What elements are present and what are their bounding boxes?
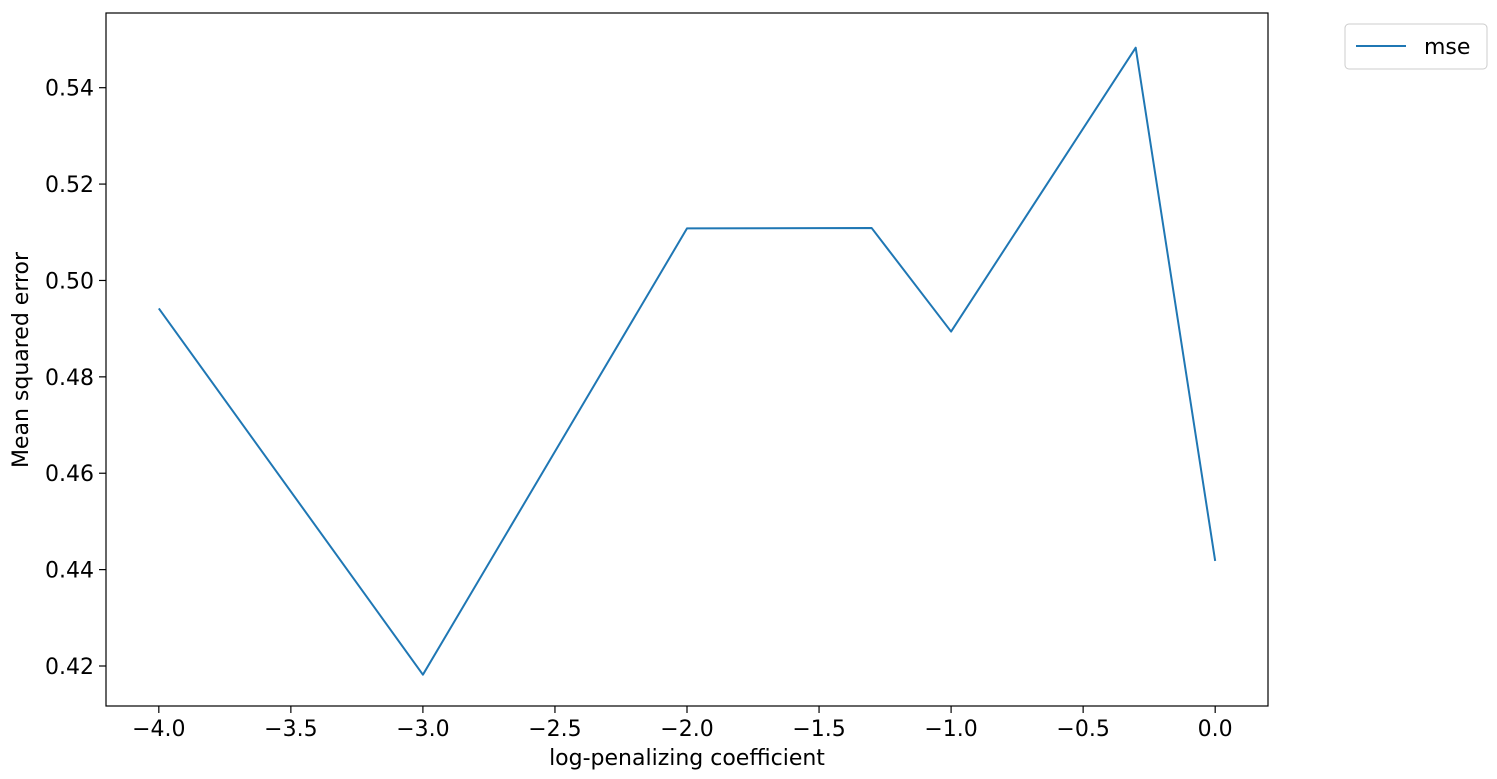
x-tick-label: −2.0 <box>660 717 713 742</box>
x-tick-label: −3.5 <box>264 717 317 742</box>
x-tick-label: −2.5 <box>528 717 581 742</box>
legend-label-mse: mse <box>1424 35 1470 60</box>
legend: mse <box>1344 23 1488 70</box>
y-tick-label: 0.46 <box>45 462 94 487</box>
y-tick-label: 0.48 <box>45 366 94 391</box>
series-layer <box>158 46 1217 676</box>
y-tick-label: 0.44 <box>45 559 94 584</box>
y-axis-label: Mean squared error <box>9 251 34 468</box>
x-tick-label: −1.5 <box>792 717 845 742</box>
x-tick-label: −0.5 <box>1056 717 1109 742</box>
y-axis-ticks: 0.42 0.44 0.46 0.48 0.50 0.52 0.54 <box>45 77 106 680</box>
y-tick-label: 0.42 <box>45 655 94 680</box>
x-tick-label: −3.0 <box>396 717 449 742</box>
y-tick-label: 0.52 <box>45 173 94 198</box>
legend-box <box>1344 23 1488 70</box>
y-tick-label: 0.50 <box>45 269 94 294</box>
x-axis-ticks: −4.0 −3.5 −3.0 −2.5 −2.0 −1.5 −1.0 −0.5 0.0 <box>132 706 1233 742</box>
y-tick-label: 0.54 <box>45 77 94 102</box>
x-tick-label: −4.0 <box>132 717 185 742</box>
x-tick-label: 0.0 <box>1198 717 1233 742</box>
plot-area-frame <box>105 12 1269 707</box>
x-tick-label: −1.0 <box>924 717 977 742</box>
x-axis-label: log-penalizing coefficient <box>549 746 825 771</box>
